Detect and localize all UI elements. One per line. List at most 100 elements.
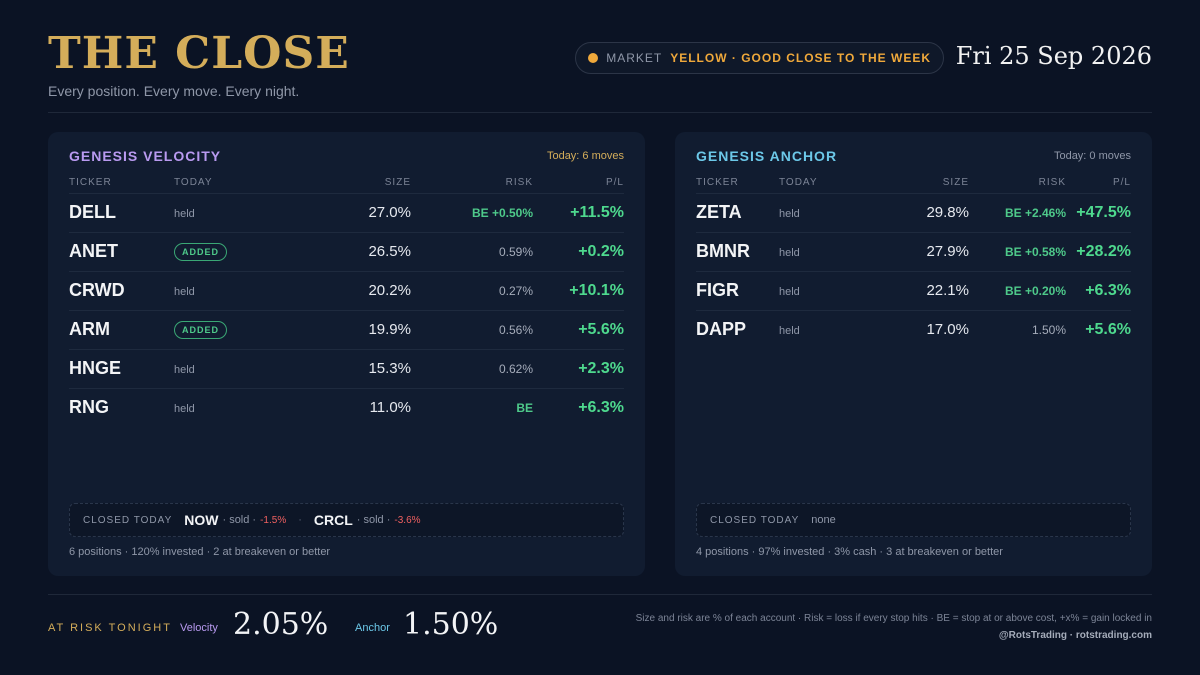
closed-pl: -3.6% — [394, 514, 421, 526]
closed-today-label: CLOSED TODAY — [83, 514, 173, 526]
page-title: THE CLOSE — [48, 28, 350, 79]
table-row: ARM ADDED 19.9% 0.56% +5.6% — [69, 310, 624, 350]
footer-divider — [48, 594, 1152, 595]
position-pl: +5.6% — [1085, 320, 1131, 338]
position-size: 19.9% — [304, 310, 411, 350]
table-row: ANET ADDED 26.5% 0.59% +0.2% — [69, 232, 624, 272]
position-size: 26.5% — [304, 232, 411, 272]
position-size: 29.8% — [879, 193, 969, 233]
today-status: held — [174, 285, 195, 298]
position-risk: BE +0.58% — [969, 232, 1066, 272]
column-header-ticker: TICKER — [696, 172, 779, 194]
position-pl: +28.2% — [1066, 232, 1131, 272]
tagline: Every position. Every move. Every night. — [48, 83, 300, 99]
header-divider — [48, 112, 1152, 113]
position-size: 27.9% — [879, 232, 969, 272]
closed-none: none — [811, 514, 836, 526]
closed-note: · sold · — [356, 514, 391, 526]
positions-table: TICKER TODAY SIZE RISK P/L DELL held 27.… — [69, 172, 624, 427]
ticker: FIGR — [696, 271, 779, 311]
report-date: Fri 25 Sep 2026 — [955, 42, 1152, 70]
velocity-risk-value: 2.05% — [233, 607, 329, 642]
table-row: DELL held 27.0% BE +0.50% +11.5% — [69, 193, 624, 233]
account-summary: 6 positions · 120% invested · 2 at break… — [69, 546, 331, 558]
table-row: RNG held 11.0% BE +6.3% — [69, 388, 624, 427]
ticker: RNG — [69, 397, 109, 418]
added-badge: ADDED — [174, 321, 228, 339]
table-row: ZETA held 29.8% BE +2.46% +47.5% — [696, 193, 1131, 233]
table-row: BMNR held 27.9% BE +0.58% +28.2% — [696, 232, 1131, 272]
header: THE CLOSE Every position. Every move. Ev… — [48, 28, 1152, 112]
today-status: held — [779, 207, 800, 220]
position-pl: +6.3% — [1066, 271, 1131, 311]
anchor-risk-value: 1.50% — [403, 607, 499, 642]
moves-count: Today: 0 moves — [1053, 150, 1131, 162]
column-header-today: TODAY — [779, 172, 879, 194]
positions-table: TICKER TODAY SIZE RISK P/L ZETA held 29.… — [696, 172, 1131, 349]
table-header-row: TICKER TODAY SIZE RISK P/L — [696, 172, 1131, 194]
today-status: held — [779, 324, 800, 337]
position-size: 15.3% — [304, 349, 411, 389]
today-status: held — [174, 363, 195, 376]
closed-ticker: CRCL — [313, 512, 353, 528]
market-status: YELLOW · GOOD CLOSE TO THE WEEK — [670, 51, 931, 65]
column-header-ticker: TICKER — [69, 172, 174, 194]
author-handle: @RotsTrading · rotstrading.com — [998, 630, 1152, 641]
column-header-pl: P/L — [1066, 172, 1131, 194]
footer: AT RISK TONIGHT Velocity 2.05% Anchor 1.… — [48, 604, 1152, 654]
column-header-pl: P/L — [533, 172, 624, 194]
closed-separator: · — [298, 514, 302, 526]
position-pl: +2.3% — [533, 349, 624, 389]
ticker: DELL — [69, 193, 174, 233]
velocity-risk-label: Velocity — [180, 622, 218, 634]
position-risk: BE — [516, 400, 533, 415]
column-header-size: SIZE — [304, 172, 411, 194]
table-row: FIGR held 22.1% BE +0.20% +6.3% — [696, 271, 1131, 311]
ticker: BMNR — [696, 232, 779, 272]
anchor-card: GENESIS ANCHOR Today: 0 moves TICKER TOD… — [675, 132, 1152, 576]
table-header-row: TICKER TODAY SIZE RISK P/L — [69, 172, 624, 194]
market-label: MARKET — [606, 51, 663, 65]
position-pl: +10.1% — [533, 271, 624, 311]
today-status: held — [779, 246, 800, 259]
column-header-risk: RISK — [411, 172, 533, 194]
account-name: GENESIS VELOCITY — [69, 148, 222, 164]
position-size: 11.0% — [369, 399, 411, 417]
column-header-size: SIZE — [879, 172, 969, 194]
position-risk: 0.62% — [411, 349, 533, 389]
position-risk: 1.50% — [1031, 322, 1066, 337]
footnote: Size and risk are % of each account · Ri… — [635, 613, 1152, 624]
today-status: held — [174, 402, 195, 415]
closed-today-label: CLOSED TODAY — [710, 514, 800, 526]
position-size: 20.2% — [304, 271, 411, 311]
closed-today-box: CLOSED TODAY none — [696, 503, 1131, 537]
ticker: HNGE — [69, 349, 174, 389]
column-header-today: TODAY — [174, 172, 304, 194]
ticker: ZETA — [696, 193, 779, 233]
table-row: CRWD held 20.2% 0.27% +10.1% — [69, 271, 624, 311]
ticker: DAPP — [696, 319, 747, 340]
position-pl: +47.5% — [1066, 193, 1131, 233]
column-header-risk: RISK — [969, 172, 1066, 194]
account-summary: 4 positions · 97% invested · 3% cash · 3… — [696, 546, 1003, 558]
at-risk-label: AT RISK TONIGHT — [48, 622, 172, 634]
position-size: 27.0% — [304, 193, 411, 233]
status-dot-icon — [588, 53, 599, 63]
closed-note: · sold · — [222, 514, 257, 526]
position-risk: BE +0.50% — [411, 193, 533, 233]
today-status: held — [174, 207, 195, 220]
anchor-risk-label: Anchor — [355, 622, 390, 634]
position-size: 17.0% — [926, 321, 969, 339]
position-pl: +0.2% — [533, 232, 624, 272]
market-status-badge: MARKET YELLOW · GOOD CLOSE TO THE WEEK — [575, 42, 944, 74]
position-pl: +6.3% — [578, 398, 624, 416]
table-row: HNGE held 15.3% 0.62% +2.3% — [69, 349, 624, 389]
closed-pl: -1.5% — [260, 514, 287, 526]
closed-today-box: CLOSED TODAY NOW · sold · -1.5% · CRCL ·… — [69, 503, 624, 537]
ticker: CRWD — [69, 271, 174, 311]
position-risk: 0.27% — [411, 271, 533, 311]
today-status: held — [779, 285, 800, 298]
table-row: DAPP held 17.0% 1.50% +5.6% — [696, 310, 1131, 349]
added-badge: ADDED — [174, 243, 228, 261]
account-name: GENESIS ANCHOR — [696, 148, 838, 164]
